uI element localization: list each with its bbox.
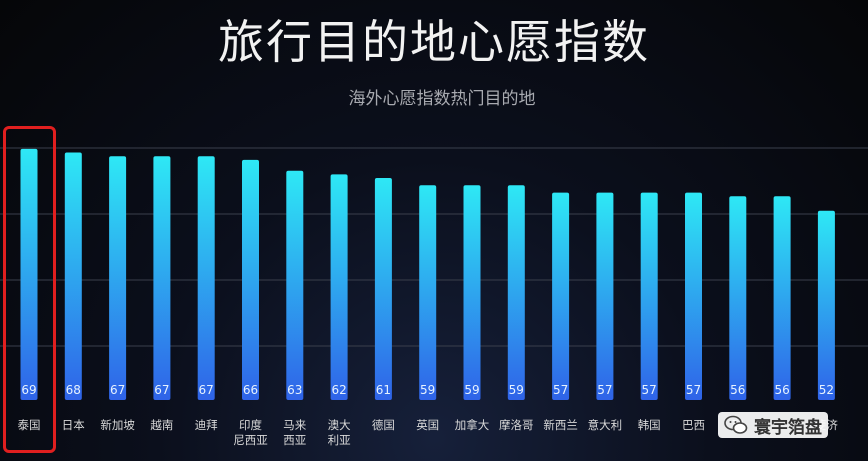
bar-16	[729, 196, 747, 400]
value-label-4: 67	[199, 383, 214, 397]
category-label-2: 新加坡	[100, 418, 135, 432]
value-label-1: 68	[66, 383, 81, 397]
value-label-9: 59	[420, 383, 435, 397]
category-label-7-line1: 利亚	[328, 433, 351, 447]
bar-10	[463, 185, 481, 400]
value-label-0: 69	[21, 383, 36, 397]
chart-title: 旅行目的地心愿指数	[218, 15, 650, 69]
bar-18	[817, 210, 835, 400]
value-label-11: 59	[509, 383, 524, 397]
bar-9	[419, 185, 437, 400]
value-label-12: 57	[553, 383, 568, 397]
bar-3	[153, 156, 171, 400]
category-label-12: 新西兰	[543, 418, 578, 432]
bar-7	[330, 174, 348, 400]
value-label-17: 56	[774, 383, 789, 397]
category-label-9: 英国	[416, 418, 439, 432]
category-label-5: 印度	[239, 418, 262, 432]
value-label-5: 66	[243, 383, 258, 397]
watermark-text: 寰宇箔盘	[754, 417, 822, 438]
watermark: 寰宇箔盘	[718, 412, 828, 438]
chart-subtitle: 海外心愿指数热门目的地	[348, 89, 536, 109]
bar-4	[197, 156, 215, 400]
value-label-6: 63	[287, 383, 302, 397]
category-label-6-line1: 西亚	[283, 433, 306, 447]
value-label-18: 52	[819, 383, 834, 397]
value-label-10: 59	[464, 383, 479, 397]
category-label-3: 越南	[150, 418, 173, 432]
bar-15	[685, 192, 702, 400]
value-label-2: 67	[110, 383, 125, 397]
value-label-14: 57	[642, 383, 657, 397]
wechat-icon	[724, 415, 748, 434]
category-label-13: 意大利	[588, 418, 623, 432]
category-label-11: 摩洛哥	[499, 418, 534, 432]
bar-12	[552, 192, 570, 400]
category-label-7: 澳大	[328, 418, 351, 432]
bar-8	[374, 178, 392, 400]
bar-13	[596, 192, 614, 400]
bar-2	[109, 156, 127, 400]
category-label-6: 马来	[283, 418, 306, 432]
highlight-box	[3, 126, 56, 453]
bar-11	[507, 185, 525, 400]
bar-0	[20, 148, 38, 400]
category-label-15: 巴西	[682, 418, 705, 432]
bar-17	[773, 196, 791, 400]
category-label-4: 迪拜	[195, 418, 218, 432]
category-label-1: 日本	[62, 418, 85, 432]
category-label-5-line1: 尼西亚	[233, 433, 268, 447]
bar-14	[640, 192, 658, 400]
category-label-8: 德国	[372, 418, 395, 432]
bar-1	[64, 152, 82, 400]
value-label-16: 56	[730, 383, 745, 397]
category-label-0: 泰国	[18, 418, 41, 432]
bar-6	[286, 170, 304, 400]
value-label-3: 67	[154, 383, 169, 397]
category-label-14: 韩国	[638, 418, 661, 432]
value-label-13: 57	[597, 383, 612, 397]
value-label-8: 61	[376, 383, 391, 397]
bar-5	[242, 159, 259, 400]
value-label-7: 62	[331, 383, 346, 397]
category-label-10: 加拿大	[455, 418, 490, 432]
value-label-15: 57	[686, 383, 701, 397]
